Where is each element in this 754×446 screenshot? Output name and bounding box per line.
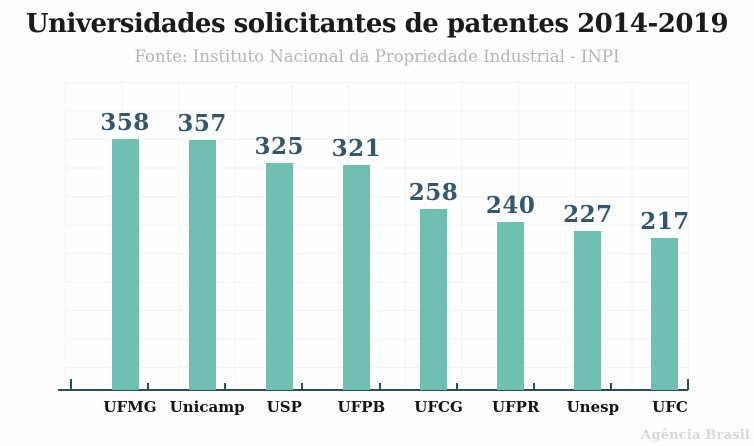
category-label-ufpb: UFPB — [337, 398, 386, 416]
chart-title: Universidades solicitantes de patentes 2… — [25, 9, 729, 39]
chart-source-subtitle: Fonte: Instituto Nacional da Propriedade… — [134, 47, 620, 66]
category-label-unicamp: Unicamp — [169, 398, 245, 416]
bar-ufpb — [342, 165, 370, 390]
bar-ufpr — [497, 222, 525, 390]
category-label-ufmg: UFMG — [103, 398, 157, 416]
category-label-usp: USP — [266, 398, 302, 416]
category-label-ufcg: UFCG — [414, 398, 463, 416]
bar-unicamp — [188, 140, 216, 390]
x-axis-tick — [378, 383, 381, 390]
value-label-ufpr: 240 — [485, 192, 536, 219]
category-label-unesp: Unesp — [566, 398, 620, 416]
category-label-ufc: UFC — [652, 398, 688, 416]
x-axis-line — [58, 389, 688, 391]
bar-usp — [265, 162, 293, 390]
category-label-ufpr: UFPR — [491, 398, 540, 416]
x-axis-tick — [532, 383, 535, 390]
x-axis-tick — [224, 383, 227, 390]
bar-ufc — [651, 238, 679, 390]
x-axis-end-tick — [687, 379, 689, 390]
bar-ufmg — [111, 139, 139, 390]
value-label-ufmg: 358 — [100, 109, 150, 137]
value-label-usp: 325 — [254, 132, 305, 160]
value-label-unesp: 227 — [563, 201, 613, 229]
bar-unesp — [574, 231, 602, 390]
x-axis-tick — [301, 383, 304, 390]
watermark-credit: Agência Brasil — [641, 428, 750, 443]
x-axis-end-tick — [70, 379, 72, 390]
x-axis-tick — [455, 383, 458, 390]
x-axis-tick — [609, 383, 612, 390]
value-label-ufcg: 258 — [408, 179, 459, 207]
bar-ufcg — [420, 209, 448, 390]
value-label-unicamp: 357 — [177, 110, 227, 138]
x-axis-tick — [147, 383, 150, 390]
value-label-ufc: 217 — [640, 208, 690, 236]
value-label-ufpb: 321 — [331, 135, 382, 163]
